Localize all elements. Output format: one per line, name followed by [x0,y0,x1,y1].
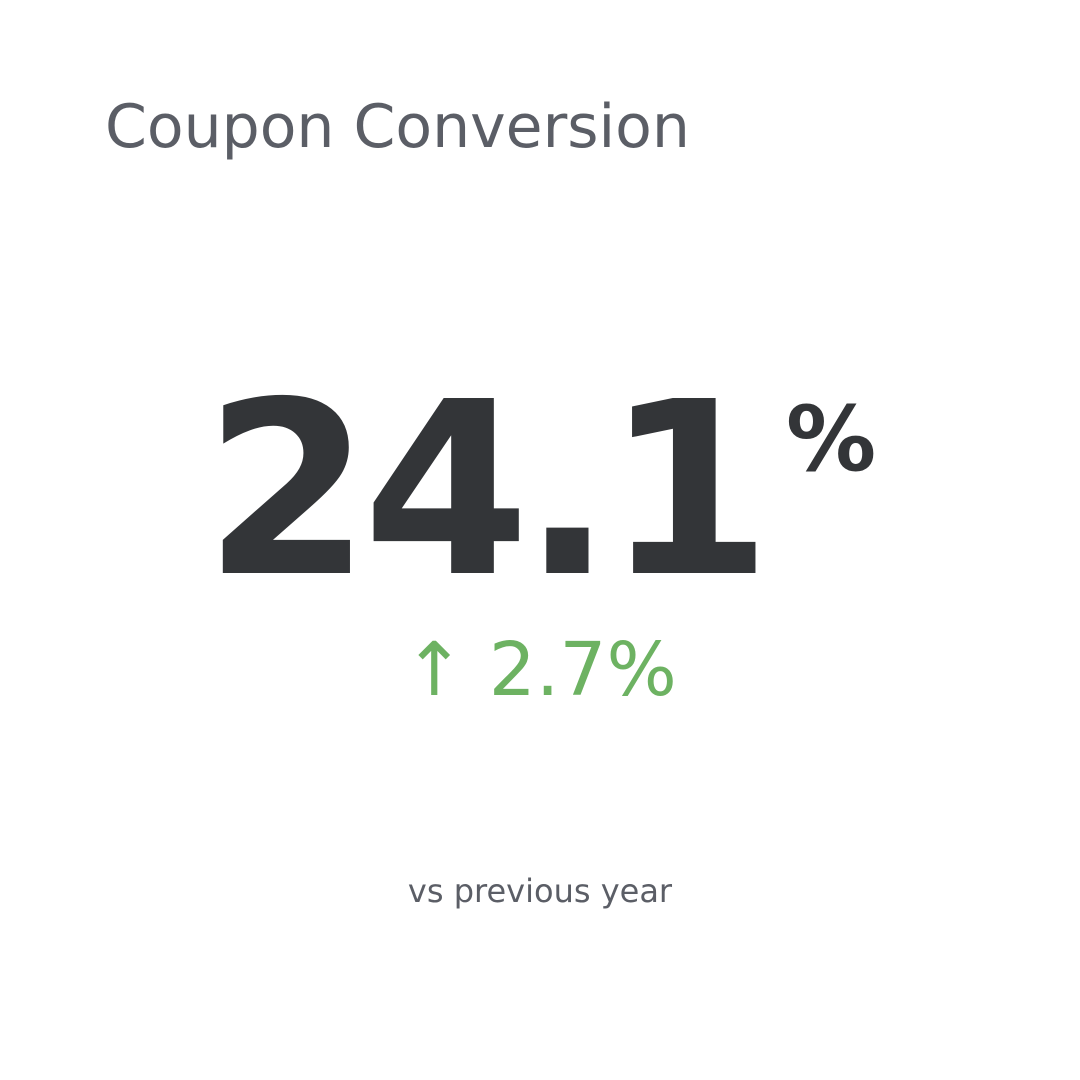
kpi-title: Coupon Conversion [105,92,690,162]
kpi-unit: % [785,387,877,492]
arrow-up-icon: ↑ [403,627,466,713]
kpi-value-row: 24.1 % [0,370,1080,610]
comparison-label: vs previous year [407,872,673,910]
kpi-value: 24.1 [203,350,772,630]
delta-value: 2.7% [488,627,677,713]
kpi-delta: ↑ 2.7% [0,627,1080,713]
